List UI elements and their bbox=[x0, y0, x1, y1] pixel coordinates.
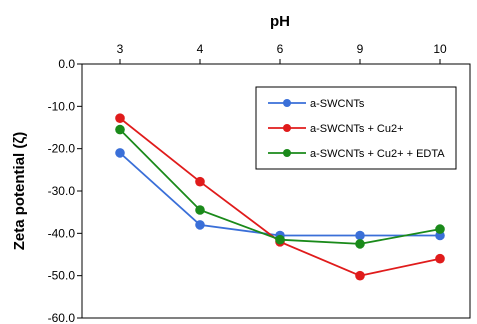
x-axis-title: pH bbox=[270, 13, 290, 30]
y-tick-label: -10.0 bbox=[48, 99, 76, 113]
legend-item: a-SWCNTs + Cu2+ + EDTA bbox=[268, 148, 445, 160]
x-tick-label: 10 bbox=[433, 42, 447, 56]
legend: a-SWCNTs a-SWCNTs + Cu2+ a-SWCNTs + Cu2+ +… bbox=[255, 86, 457, 170]
data-point bbox=[355, 230, 365, 241]
legend-swatch-marker bbox=[283, 124, 291, 132]
x-tick-label: 4 bbox=[197, 42, 204, 56]
data-point bbox=[115, 148, 125, 158]
x-tick-label: 6 bbox=[277, 42, 284, 56]
data-point bbox=[435, 253, 445, 264]
y-tick-label: -40.0 bbox=[48, 226, 76, 240]
data-point bbox=[115, 124, 125, 135]
data-point bbox=[435, 224, 445, 234]
legend-label: a-SWCNTs + Cu2+ + EDTA bbox=[310, 148, 445, 160]
y-tick-label: -20.0 bbox=[48, 142, 76, 156]
data-point bbox=[355, 239, 365, 249]
data-point bbox=[195, 220, 205, 230]
y-axis: 0.0 -10.0 -20.0 -30.0 -40.0 -50.0 -60.0 bbox=[48, 57, 82, 324]
data-point bbox=[355, 270, 365, 281]
legend-item: a-SWCNTs bbox=[268, 98, 365, 110]
legend-swatch-marker bbox=[283, 99, 291, 107]
legend-label: a-SWCNTs bbox=[310, 98, 365, 110]
y-tick-label: -30.0 bbox=[48, 184, 76, 198]
series-3 bbox=[115, 124, 445, 249]
series-layer bbox=[115, 113, 445, 281]
x-tick-label: 3 bbox=[117, 42, 124, 56]
y-tick-label: 0.0 bbox=[58, 57, 75, 71]
legend-label: a-SWCNTs + Cu2+ bbox=[310, 123, 404, 135]
y-axis-title: Zeta potential (ζ) bbox=[11, 132, 28, 251]
data-point bbox=[195, 205, 205, 215]
x-tick-label: 9 bbox=[357, 42, 364, 56]
y-tick-label: -60.0 bbox=[48, 311, 76, 324]
legend-item: a-SWCNTs + Cu2+ bbox=[268, 123, 404, 135]
data-point bbox=[195, 176, 205, 187]
x-axis: 3 4 6 9 10 bbox=[117, 42, 447, 64]
data-point bbox=[275, 234, 285, 245]
legend-swatch-marker bbox=[283, 149, 291, 157]
y-tick-label: -50.0 bbox=[48, 269, 76, 283]
data-point bbox=[115, 113, 125, 123]
